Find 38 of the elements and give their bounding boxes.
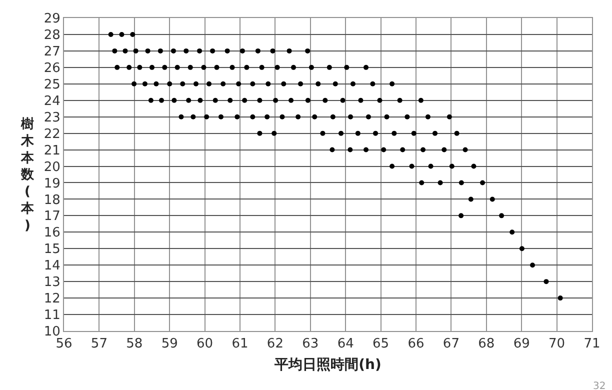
x-tick-label: 67 [442,336,460,352]
x-tick-label: 68 [478,336,495,352]
y-tick-label: 25 [44,77,60,92]
x-tick-label: 65 [372,336,390,352]
x-tick-label: 62 [266,336,284,352]
x-tick-label: 60 [196,336,214,352]
x-tick-label: 63 [302,336,319,352]
y-tick-label: 14 [44,258,60,274]
x-tick-label: 59 [161,336,178,352]
x-tick-label: 71 [584,336,600,352]
y-tick-label: 16 [44,226,60,241]
y-tick-label: 27 [44,44,60,60]
x-tick-label: 61 [232,336,248,352]
x-tick-label: 70 [548,336,566,352]
y-tick-label: 12 [44,292,60,307]
x-tick-label: 66 [408,336,424,352]
y-axis-title: 樹木本数(本) [20,117,35,234]
y-tick-label: 26 [44,60,60,76]
x-tick-label: 69 [513,336,530,352]
y-tick-label: 22 [44,126,60,142]
y-tick-label: 13 [44,275,60,290]
y-tick-label: 24 [44,94,60,109]
x-tick-label: 57 [90,336,108,352]
y-tick-label: 21 [44,143,60,158]
y-tick-label: 15 [44,242,60,258]
y-tick-label: 29 [44,12,60,27]
y-tick-label: 23 [44,110,60,126]
x-axis-title: 平均日照時間(h) [274,356,382,373]
y-tick-label: 18 [44,192,60,208]
x-tick-label: 58 [126,336,143,352]
y-tick-label: 28 [44,28,60,44]
y-tick-label: 17 [44,209,60,224]
y-tick-label: 11 [44,308,60,324]
text: 32 [593,381,606,390]
y-tick-label: 19 [44,176,60,192]
x-tick-label: 64 [337,336,354,352]
y-tick-label: 20 [44,160,60,175]
x-tick-label: 56 [56,336,72,352]
